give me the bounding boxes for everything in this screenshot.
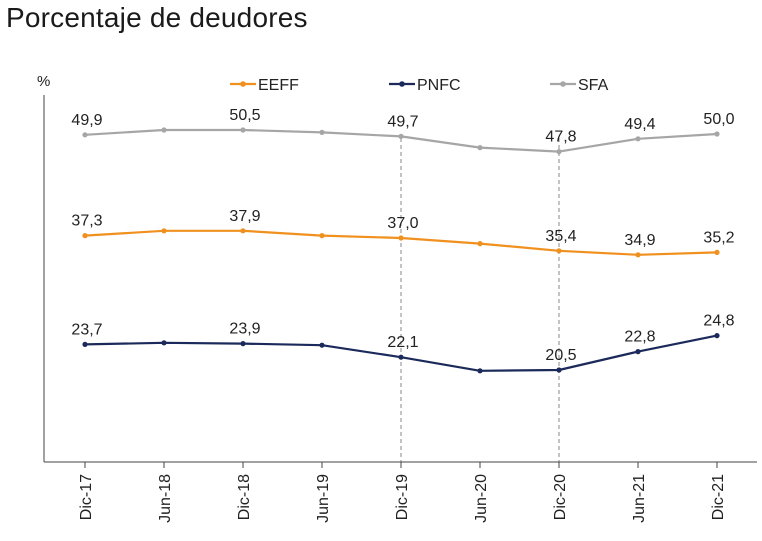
data-point-sfa <box>161 127 167 133</box>
x-tick-label: Dic-20 <box>552 474 569 520</box>
data-label-eeff: 35,4 <box>545 228 576 245</box>
data-point-pnfc <box>398 354 404 360</box>
data-point-eeff <box>161 228 167 234</box>
data-point-eeff <box>714 249 720 255</box>
data-point-sfa <box>398 133 404 139</box>
series-layer <box>82 127 720 374</box>
data-label-sfa: 49,9 <box>71 112 102 129</box>
data-label-pnfc: 23,7 <box>71 321 102 338</box>
data-label-pnfc: 23,9 <box>229 321 260 338</box>
data-point-pnfc <box>82 341 88 347</box>
data-label-eeff: 37,3 <box>71 213 102 230</box>
data-point-pnfc <box>240 341 246 347</box>
legend-marker-pnfc <box>399 81 405 87</box>
data-point-eeff <box>556 248 562 254</box>
x-tick-label: Dic-21 <box>710 474 727 520</box>
data-label-sfa: 49,4 <box>624 116 655 133</box>
data-point-sfa <box>635 136 641 142</box>
legend-label-sfa: SFA <box>578 77 609 94</box>
chart-title: Porcentaje de deudores <box>6 2 308 33</box>
x-tick-label: Dic-18 <box>236 474 253 520</box>
data-label-sfa: 50,0 <box>703 111 734 128</box>
x-tick-label: Jun-21 <box>631 474 648 523</box>
data-labels: 37,3 37,9 37,0 35,4 34,9 35,2 23,7 23,9 22,1 20,5… <box>71 107 734 364</box>
data-label-sfa: 50,5 <box>229 107 260 124</box>
legend-label-pnfc: PNFC <box>417 77 461 94</box>
x-tick-label: Jun-18 <box>157 474 174 523</box>
data-label-pnfc: 22,8 <box>624 329 655 346</box>
data-point-pnfc <box>556 367 562 373</box>
data-point-pnfc <box>477 368 483 374</box>
data-label-pnfc: 20,5 <box>545 347 576 364</box>
data-point-pnfc <box>161 340 167 346</box>
data-label-eeff: 37,0 <box>387 215 418 232</box>
data-point-eeff <box>635 252 641 258</box>
data-point-sfa <box>714 131 720 137</box>
data-point-eeff <box>398 235 404 241</box>
legend-marker-sfa <box>560 81 566 87</box>
x-tick-label: Dic-17 <box>78 474 95 520</box>
chart-axes: % Dic-17 Jun-18 Dic-18 Jun-19 Dic-19 Jun-20 Dic… <box>37 73 757 523</box>
data-point-pnfc <box>635 349 641 355</box>
data-label-eeff: 35,2 <box>703 229 734 246</box>
legend: EEFF PNFC SFA <box>230 77 609 94</box>
data-point-pnfc <box>319 342 325 348</box>
data-label-pnfc: 24,8 <box>703 313 734 330</box>
x-tick-label: Dic-19 <box>394 474 411 520</box>
data-point-eeff <box>319 233 325 239</box>
data-point-sfa <box>240 127 246 133</box>
reference-lines <box>400 138 560 462</box>
data-point-eeff <box>240 228 246 234</box>
data-point-eeff <box>477 241 483 247</box>
x-tick-label: Jun-19 <box>315 474 332 523</box>
legend-label-eeff: EEFF <box>258 77 299 94</box>
data-label-eeff: 34,9 <box>624 232 655 249</box>
data-label-eeff: 37,9 <box>229 208 260 225</box>
data-label-sfa: 47,8 <box>545 129 576 146</box>
y-axis-unit-label: % <box>37 73 50 90</box>
x-tick-label: Jun-20 <box>473 474 490 523</box>
data-point-pnfc <box>714 333 720 339</box>
data-point-sfa <box>82 132 88 138</box>
data-label-pnfc: 22,1 <box>387 334 418 351</box>
legend-marker-eeff <box>240 81 246 87</box>
data-point-eeff <box>82 233 88 239</box>
data-point-sfa <box>556 149 562 155</box>
data-point-sfa <box>319 129 325 135</box>
data-point-sfa <box>477 145 483 151</box>
data-label-sfa: 49,7 <box>387 113 418 130</box>
